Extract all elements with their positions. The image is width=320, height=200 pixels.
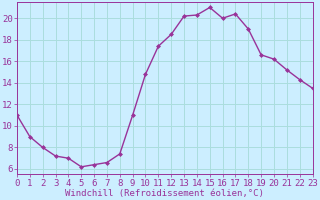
X-axis label: Windchill (Refroidissement éolien,°C): Windchill (Refroidissement éolien,°C) <box>65 189 264 198</box>
